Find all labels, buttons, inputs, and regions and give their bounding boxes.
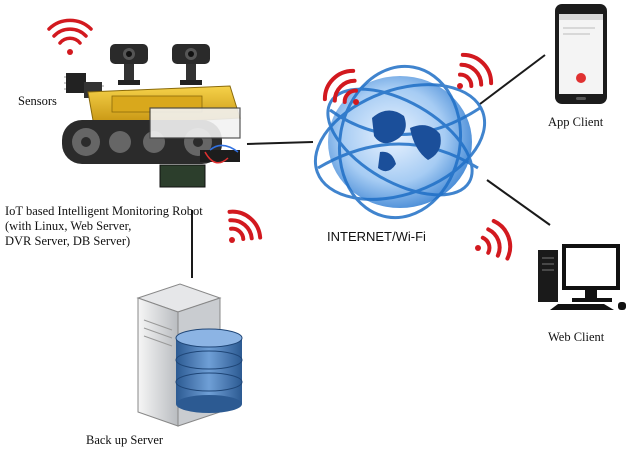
globe-icon — [313, 64, 487, 220]
robot-label-line1: IoT based Intelligent Monitoring Robot — [5, 204, 203, 218]
robot-icon — [62, 85, 241, 188]
desktop-computer-icon — [538, 244, 626, 310]
app-client-label: App Client — [548, 115, 604, 129]
webcam-icon-2 — [172, 44, 210, 85]
robot-label-line3: DVR Server, DB Server) — [5, 234, 131, 248]
internet-label: INTERNET/Wi-Fi — [327, 229, 426, 244]
database-icon — [175, 328, 243, 413]
wifi-signal-icon-robot — [227, 209, 263, 243]
backup-server-label: Back up Server — [86, 433, 164, 447]
smartphone-icon — [555, 4, 607, 104]
link-internet-web — [486, 179, 551, 226]
wifi-signal-icon-globe-left — [322, 68, 359, 105]
web-client-label: Web Client — [548, 330, 605, 344]
wifi-signal-icon-globe-right — [457, 52, 494, 89]
sensors-label: Sensors — [18, 94, 57, 108]
robot-label-line2: (with Linux, Web Server, — [5, 219, 132, 233]
webcam-icon — [110, 44, 148, 85]
link-robot-internet — [246, 141, 314, 145]
wifi-signal-icon-globe-bottom — [475, 218, 513, 261]
wifi-signal-icon — [47, 18, 93, 55]
connection-lines — [191, 54, 551, 278]
link-internet-app — [479, 54, 546, 105]
